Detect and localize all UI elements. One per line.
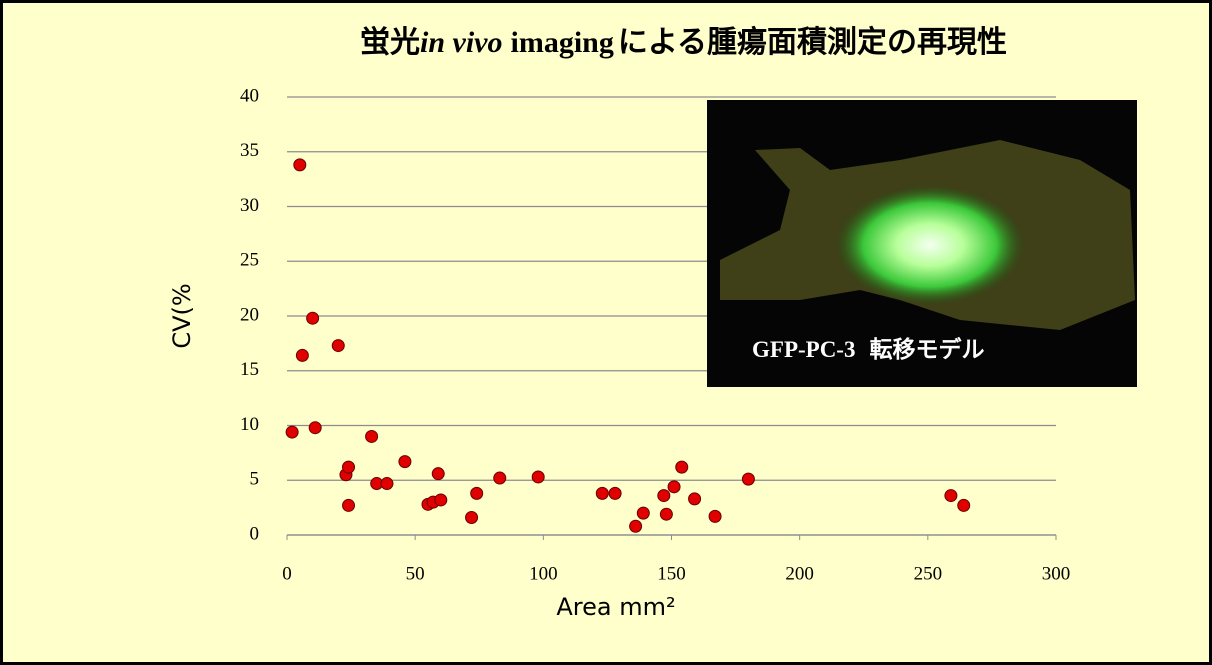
- point: [295, 348, 309, 362]
- x-tick-label: 150: [657, 563, 686, 584]
- x-tick-label: 250: [914, 563, 943, 584]
- point: [688, 492, 702, 506]
- fluorescence: [835, 185, 1025, 305]
- point: [595, 486, 609, 500]
- y-tick-label: 15: [240, 359, 259, 380]
- point: [331, 339, 345, 353]
- point: [944, 489, 958, 503]
- x-axis-label: Area mm²: [556, 593, 675, 621]
- inset-label: GFP-PC-3 転移モデル: [752, 336, 984, 363]
- y-tick-label: 25: [240, 250, 259, 271]
- y-axis-label: CV(%: [168, 283, 196, 348]
- point: [342, 498, 356, 512]
- title-part: in vivo: [420, 26, 503, 59]
- point: [493, 471, 507, 485]
- point: [957, 498, 971, 512]
- point: [306, 311, 320, 325]
- point: [659, 507, 673, 521]
- point: [465, 510, 479, 524]
- point: [293, 158, 307, 172]
- point: [308, 421, 322, 435]
- point: [741, 472, 755, 486]
- inset-label-part: 転移モデル: [869, 336, 984, 363]
- point: [675, 460, 689, 474]
- y-tick-label: 10: [240, 414, 259, 435]
- x-tick-label: 200: [785, 563, 814, 584]
- y-tick-label: 5: [250, 469, 260, 490]
- point: [708, 509, 722, 523]
- y-tick-label: 40: [240, 85, 259, 106]
- point: [608, 486, 622, 500]
- title-part: による腫瘍面積測定の再現性: [618, 25, 1007, 60]
- inset-label-part: GFP-PC-3: [752, 337, 855, 362]
- point: [434, 493, 448, 507]
- x-tick-label: 300: [1042, 563, 1071, 584]
- chart-title: 蛍光in vivo imaging による腫瘍面積測定の再現性: [360, 25, 1007, 60]
- title-part: 蛍光: [360, 25, 420, 60]
- point: [470, 486, 484, 500]
- point: [667, 480, 681, 494]
- title-part: imaging: [511, 26, 614, 59]
- x-tick-label: 0: [282, 563, 292, 584]
- point: [398, 455, 412, 469]
- plot-area: 0 5 10 15 20 25 30 35 40 0 50 100 150 200 250 300 Area m…: [168, 85, 1070, 621]
- x-tick-label: 50: [406, 563, 425, 584]
- y-tick-label: 35: [240, 140, 259, 161]
- x-tick-label: 100: [529, 563, 558, 584]
- point: [636, 506, 650, 520]
- y-tick-label: 0: [250, 523, 260, 544]
- point: [380, 477, 394, 491]
- point: [531, 470, 545, 484]
- inset-image: GFP-PC-3 転移モデル: [707, 100, 1137, 387]
- point: [431, 467, 445, 481]
- point: [657, 489, 671, 503]
- point: [285, 425, 299, 439]
- y-tick-label: 20: [240, 304, 259, 325]
- y-tick-label: 30: [240, 195, 259, 216]
- point: [365, 429, 379, 443]
- point: [629, 519, 643, 533]
- point: [342, 460, 356, 474]
